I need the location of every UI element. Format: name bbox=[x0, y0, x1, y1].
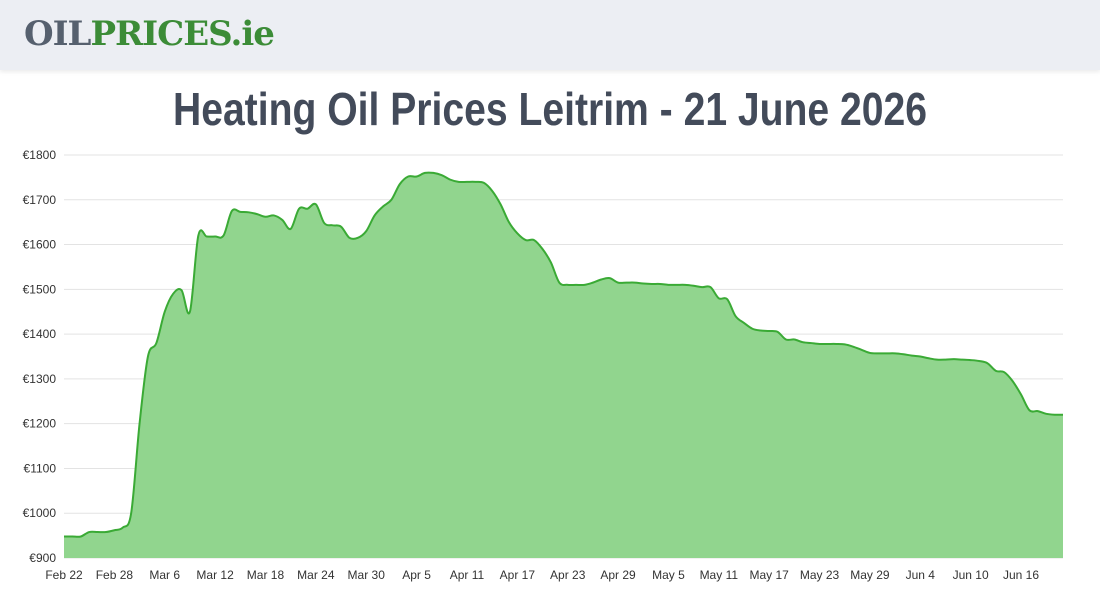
y-tick-label: €1500 bbox=[23, 282, 57, 296]
x-tick-label: Apr 11 bbox=[450, 568, 485, 582]
x-tick-label: Mar 18 bbox=[247, 568, 285, 582]
chart-title: Heating Oil Prices Leitrim - 21 June 202… bbox=[172, 83, 928, 135]
x-tick-label: Jun 4 bbox=[906, 568, 936, 582]
x-tick-label: May 23 bbox=[800, 568, 840, 582]
y-tick-label: €1800 bbox=[23, 148, 57, 162]
x-tick-label: Feb 28 bbox=[96, 568, 134, 582]
x-tick-label: May 11 bbox=[700, 568, 739, 582]
x-tick-label: Jun 10 bbox=[953, 568, 989, 582]
x-tick-label: Mar 12 bbox=[196, 568, 234, 582]
logo[interactable]: OILPRICES.ie bbox=[24, 14, 275, 54]
logo-part: PRICES.ie bbox=[90, 14, 274, 54]
x-tick-label: Jun 16 bbox=[1003, 568, 1039, 582]
x-tick-label: Mar 6 bbox=[149, 568, 180, 582]
y-tick-label: €900 bbox=[29, 551, 56, 565]
x-tick-label: Apr 29 bbox=[600, 568, 636, 582]
x-tick-label: May 5 bbox=[652, 568, 685, 582]
line bbox=[63, 171, 1064, 538]
y-tick-label: €1100 bbox=[24, 461, 57, 475]
x-tick-label: May 17 bbox=[749, 568, 789, 582]
x-tick-label: Feb 22 bbox=[45, 568, 83, 582]
y-tick-label: €1300 bbox=[23, 372, 57, 386]
header: OILPRICES.ie bbox=[0, 0, 1100, 70]
y-tick-label: €1200 bbox=[23, 417, 57, 431]
x-tick-label: May 29 bbox=[850, 568, 890, 582]
x-tick-label: Apr 17 bbox=[500, 568, 536, 582]
logo-part: OIL bbox=[24, 14, 91, 54]
y-tick-label: €1000 bbox=[23, 506, 57, 520]
y-tick-label: €1600 bbox=[23, 238, 57, 252]
x-tick-label: Apr 5 bbox=[402, 568, 431, 582]
y-tick-label: €1400 bbox=[23, 327, 57, 341]
x-tick-label: Mar 24 bbox=[297, 568, 335, 582]
y-tick-label: €1700 bbox=[23, 193, 57, 207]
x-tick-label: Mar 30 bbox=[348, 568, 386, 582]
x-tick-label: Apr 23 bbox=[550, 568, 586, 582]
area bbox=[64, 172, 1063, 558]
